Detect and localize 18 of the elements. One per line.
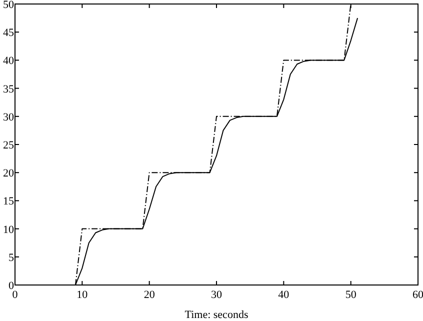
y-tick-label: 10 (3, 224, 14, 236)
x-tick-label: 40 (278, 289, 290, 301)
x-tick-label: 30 (211, 289, 222, 301)
y-tick-label: 0 (8, 280, 14, 292)
y-tick-label: 40 (3, 55, 14, 68)
x-axis-title: Time: seconds (184, 309, 248, 321)
y-tick-label: 20 (3, 168, 14, 180)
y-tick-label: 25 (3, 140, 14, 152)
y-tick-label: 50 (3, 0, 14, 11)
y-tick-label: 45 (3, 27, 14, 40)
x-tick-label: 10 (76, 289, 88, 301)
x-tick-label: 60 (412, 289, 423, 301)
y-tick-label: 35 (3, 83, 14, 96)
y-tick-label: 15 (3, 196, 14, 208)
y-tick-label: 30 (3, 111, 14, 124)
x-tick-label: 50 (345, 289, 357, 301)
x-tick-label: 20 (144, 289, 156, 301)
y-tick-label: 5 (8, 252, 14, 264)
